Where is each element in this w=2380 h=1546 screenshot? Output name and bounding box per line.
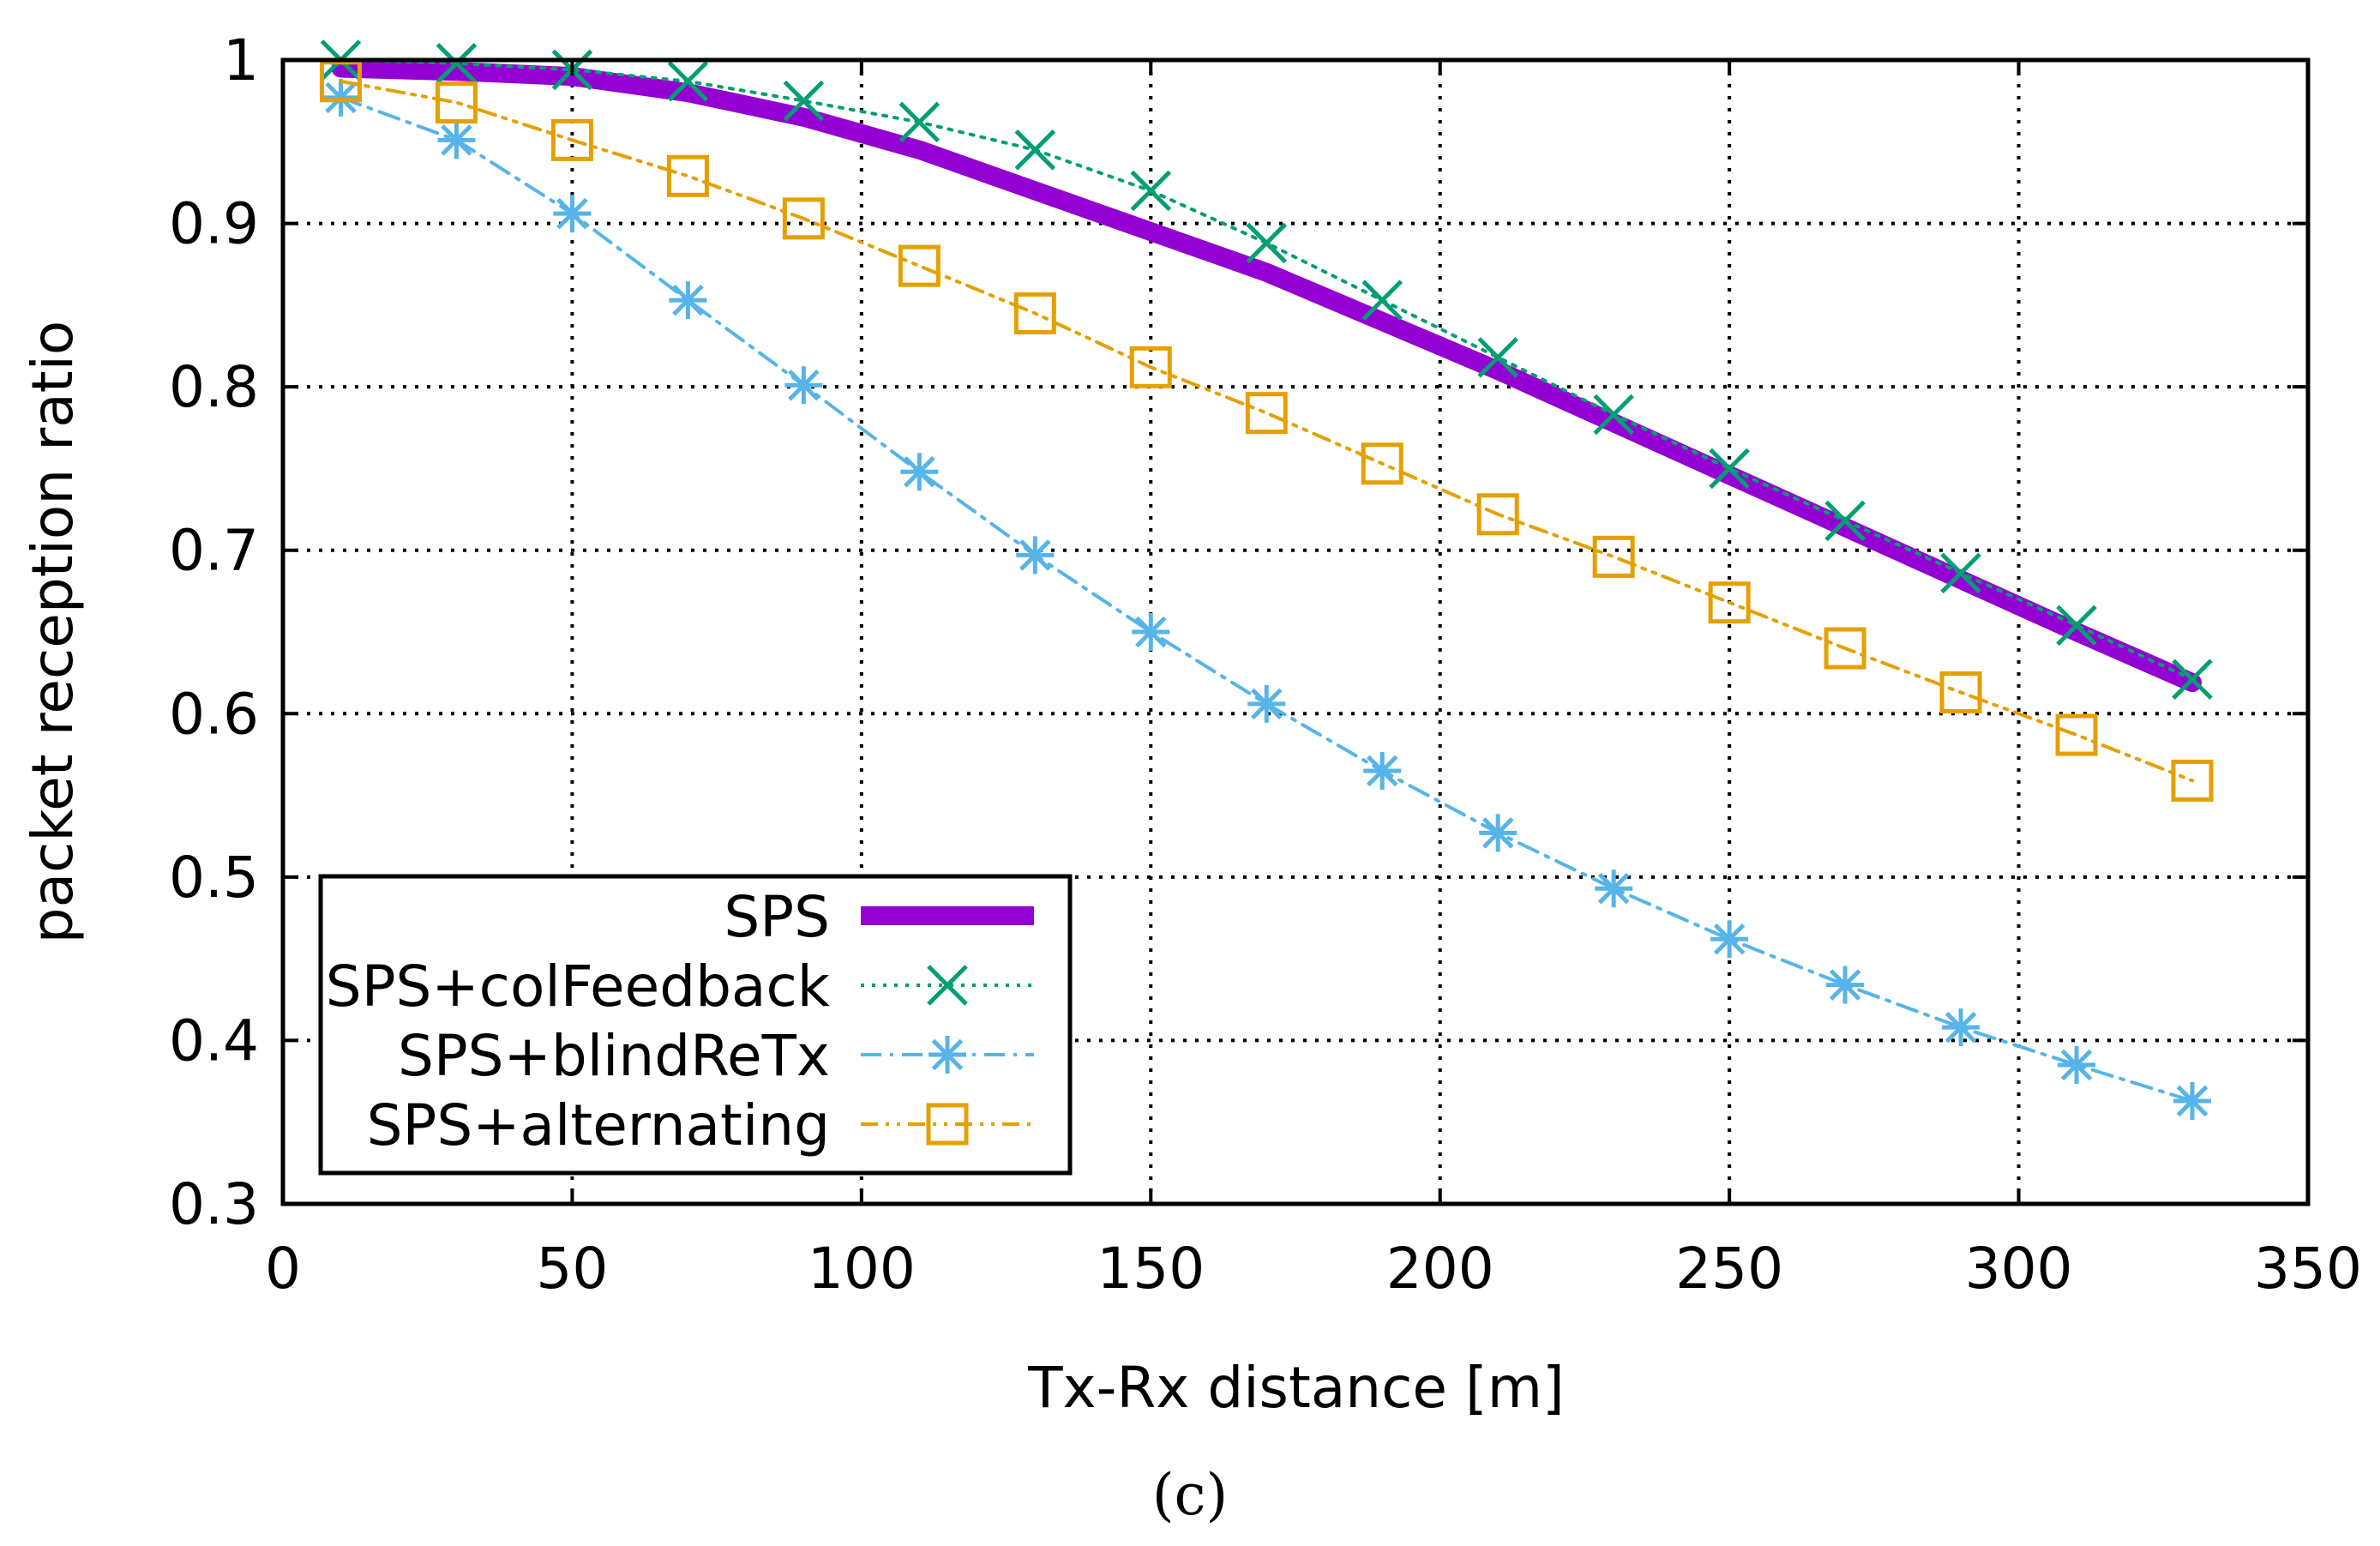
- data-point: [784, 366, 823, 405]
- legend-label: SPS+alternating: [367, 1092, 830, 1158]
- data-point: [319, 60, 362, 103]
- data-point: [1363, 751, 1402, 790]
- data-point: [1245, 392, 1288, 435]
- data-point: [553, 195, 592, 233]
- data-point: [1476, 493, 1519, 536]
- data-point: [1130, 170, 1172, 212]
- legend-marker: [929, 1036, 966, 1074]
- data-point: [1014, 129, 1056, 171]
- panel-caption: (c): [1152, 1462, 1228, 1528]
- data-point: [1710, 920, 1749, 959]
- legend-label: SPS+colFeedback: [326, 953, 831, 1020]
- data-point: [1361, 280, 1403, 321]
- data-point: [667, 61, 709, 102]
- data-point: [669, 281, 707, 320]
- tick-labels: 0 50 100 150 200 250 300 350 0.3 0.4 0.5 0.6 0.7 0.8 0…: [169, 27, 2362, 1302]
- data-point: [1824, 500, 1866, 542]
- data-point: [437, 121, 476, 159]
- data-point: [898, 244, 941, 287]
- x-tick-label: 250: [1675, 1236, 1783, 1302]
- data-point: [2173, 1081, 2212, 1120]
- data-point: [1939, 671, 1982, 714]
- x-tick-label: 0: [265, 1236, 301, 1302]
- x-tick-label: 200: [1386, 1236, 1494, 1302]
- legend-marker: [926, 1103, 969, 1146]
- data-point: [1479, 814, 1518, 852]
- data-point: [2055, 713, 2098, 756]
- data-point: [1477, 337, 1518, 378]
- data-point: [1246, 222, 1288, 264]
- y-tick-label: 0.4: [169, 1008, 259, 1074]
- y-tick-label: 0.5: [169, 845, 259, 911]
- data-point: [1940, 552, 1981, 594]
- data-point: [1013, 292, 1056, 334]
- series-line: [339, 79, 2194, 783]
- data-point: [1708, 581, 1751, 624]
- series-line: [331, 58, 2202, 693]
- x-tick-label: 300: [1965, 1236, 2073, 1302]
- series-sps-alternating: [319, 60, 2214, 802]
- x-tick-label: 350: [2254, 1236, 2362, 1302]
- legend-marker: [927, 965, 968, 1006]
- data-point: [666, 154, 709, 197]
- x-tick-label: 150: [1097, 1236, 1205, 1302]
- data-point: [435, 81, 478, 124]
- y-tick-label: 0.7: [169, 518, 259, 584]
- data-point: [899, 101, 941, 143]
- y-tick-label: 1: [223, 27, 259, 93]
- data-point: [1595, 869, 1633, 908]
- x-tick-label: 100: [808, 1236, 916, 1302]
- data-point: [436, 43, 478, 84]
- data-point: [2171, 759, 2214, 802]
- data-point: [1016, 536, 1055, 574]
- y-tick-label: 0.6: [169, 681, 259, 747]
- data-point: [900, 453, 939, 491]
- axis-ticks: [281, 58, 2310, 1206]
- legend: SPSSPS+colFeedbackSPS+blindReTxSPS+alter…: [318, 874, 1073, 1176]
- data-point: [1129, 346, 1172, 388]
- series-sps-colfeedback: [320, 39, 2213, 701]
- data-point: [1361, 442, 1403, 485]
- data-point: [783, 80, 825, 122]
- data-point: [1824, 627, 1866, 670]
- y-tick-label: 0.3: [169, 1171, 259, 1237]
- plot-frame: [280, 57, 2311, 1206]
- data-point: [782, 197, 825, 240]
- data-point: [1592, 535, 1635, 578]
- series-layer: [319, 39, 2214, 1120]
- data-point: [1826, 965, 1865, 1004]
- x-axis-title: Tx-Rx distance [m]: [1027, 1355, 1565, 1421]
- legend-label: SPS+blindReTx: [398, 1023, 830, 1089]
- series-sps: [331, 58, 2202, 693]
- y-tick-label: 0.9: [169, 191, 259, 257]
- data-point: [2058, 1046, 2096, 1085]
- x-tick-label: 50: [536, 1236, 608, 1302]
- data-point: [1132, 613, 1170, 651]
- data-point: [1247, 684, 1286, 723]
- series-sps-blindretx: [322, 78, 2212, 1120]
- y-tick-label: 0.8: [169, 354, 259, 420]
- data-point: [2056, 605, 2097, 647]
- data-point: [1593, 394, 1634, 436]
- data-point: [1709, 448, 1750, 490]
- y-axis-title: packet reception ratio: [20, 321, 86, 944]
- data-point: [550, 118, 593, 161]
- data-point: [322, 78, 360, 117]
- data-point: [2172, 659, 2213, 701]
- legend-label: SPS: [724, 884, 830, 950]
- data-point: [1942, 1008, 1980, 1047]
